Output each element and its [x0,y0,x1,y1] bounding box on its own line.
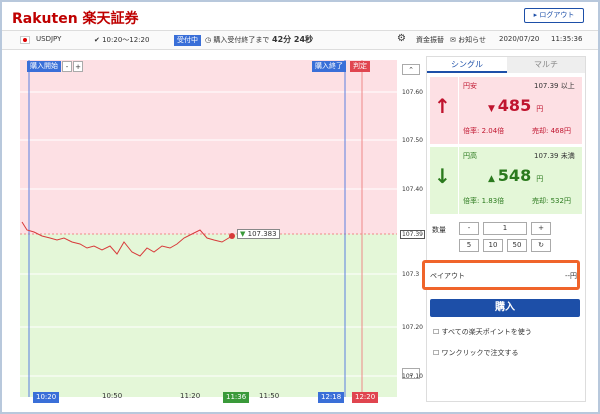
date: 2020/07/20 [499,35,540,43]
tab-multi[interactable]: マルチ [507,57,585,73]
down-price: ▲ 548 円 [488,166,544,185]
order-panel [426,56,586,402]
x-label: 11:50 [259,392,280,400]
logo-en: Rakuten [12,11,78,27]
price-line [21,221,233,257]
countdown: 42分 24秒 [272,35,314,44]
y-label: 107.3 [402,271,420,278]
price-dot [229,233,235,239]
up-rate: 倍率: 2.04倍 [463,127,505,135]
option-points[interactable]: ☐ すべての楽天ポイントを使う [433,328,532,336]
qty-reset[interactable]: ↻ [531,239,551,252]
countdown-label: ◷ 購入受付終了まで [205,36,270,44]
scroll-down[interactable]: ⌄ [402,368,420,379]
up-price-value: 485 [497,96,532,115]
transfer-link[interactable]: 資金振替 [416,36,444,44]
status-badge: 受付中 [174,35,201,46]
up-sell: 売却: 468円 [532,127,571,135]
qty-label: 数量 [432,226,446,234]
down-price-value: 548 [497,166,532,185]
up-label: 円安 [463,82,477,90]
session-select[interactable]: ✔ 10:20～12:20 [94,36,150,44]
divider [458,147,459,214]
x-label: 12:20 [352,392,379,403]
y-label: 107.60 [402,89,423,96]
axis-strip [402,60,422,397]
x-label: 10:50 [102,392,123,400]
logout-button[interactable]: ▸ ログアウト [524,8,584,23]
y-label: 107.50 [402,137,423,144]
qty-minus[interactable]: - [459,222,479,235]
end-badge: 購入終了 [312,61,346,72]
up-box[interactable] [430,77,582,144]
notice-text: お知らせ [458,36,486,44]
up-unit: 円 [536,105,544,113]
tab-single[interactable]: シングル [427,57,507,73]
down-strike: 107.39 未満 [534,152,575,160]
price-value: 107.383 [247,230,277,238]
down-unit: 円 [536,175,544,183]
flag [20,36,30,44]
y-label: 107.10 [402,373,423,380]
up-strike: 107.39 以上 [534,82,575,90]
up-arrow: ↑ [434,94,451,118]
y-label: 107.20 [402,324,423,331]
down-label: 円高 [463,152,477,160]
option-points-text: すべての楽天ポイントを使う [441,328,532,336]
up-price: ▼ 485 円 [488,96,544,115]
qty-input[interactable]: 1 [483,222,527,235]
logout-text: ログアウト [539,11,575,19]
qty-plus[interactable]: + [531,222,551,235]
down-zone [20,234,397,397]
countdown-text: 購入受付終了まで [213,36,270,44]
y-label: 107.40 [402,186,423,193]
grid [20,91,397,377]
logo: Rakuten 楽天証券 [12,8,139,28]
payout-box [422,260,580,290]
divider [458,77,459,144]
qty-quick[interactable]: 50 [507,239,527,252]
x-label: 10:20 [33,392,60,403]
y-label-current: 107.39 [400,230,425,239]
settings-icon[interactable]: ⚙ [397,33,406,44]
start-badge: 購入開始 [27,61,61,72]
up-zone [20,60,397,234]
down-rate: 倍率: 1.83倍 [463,197,505,205]
zoom-out[interactable]: - [62,61,72,72]
x-label: 12:18 [318,392,345,403]
x-label: 11:36 [223,392,250,403]
option-oneclick[interactable]: ☐ ワンクリックで注文する [433,349,519,357]
session: 10:20～12:20 [102,36,150,44]
down-box[interactable] [430,147,582,214]
payout-value: --円 [565,272,578,280]
option-oneclick-text: ワンクリックで注文する [441,349,519,357]
payout-label: ペイアウト [430,272,465,280]
qty-quick[interactable]: 5 [459,239,479,252]
logo-jp: 楽天証券 [82,11,139,27]
judge-badge: 判定 [350,61,370,72]
chart [20,60,422,397]
x-label: 11:20 [180,392,201,400]
down-arrow: ↓ [434,164,451,188]
price-tag: ▼ 107.383 [237,229,280,239]
toolbar [2,30,598,50]
down-sell: 売却: 532円 [532,197,571,205]
scroll-up[interactable]: ⌃ [402,64,420,75]
pair-select[interactable]: USDJPY [36,35,62,43]
qty-quick[interactable]: 10 [483,239,503,252]
zoom-in[interactable]: + [73,61,83,72]
buy-button[interactable]: 購入 [430,299,580,317]
notice-link[interactable]: ✉ お知らせ [450,36,486,44]
time: 11:35:36 [551,35,583,43]
